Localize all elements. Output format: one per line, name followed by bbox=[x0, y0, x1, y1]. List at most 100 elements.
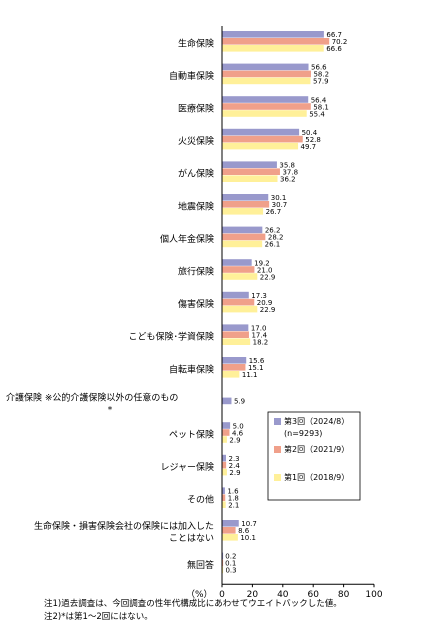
category-label: 無回答 bbox=[187, 559, 214, 571]
x-tick-label: 0 bbox=[219, 590, 225, 600]
category-label: 自転車保険 bbox=[169, 363, 214, 375]
data-label: 36.2 bbox=[280, 176, 296, 184]
bar bbox=[222, 226, 263, 234]
x-tick-label: 20 bbox=[247, 590, 259, 600]
category-labels: 生命保険自動車保険医療保険火災保険がん保険地震保険個人年金保険旅行保険傷害保険こ… bbox=[6, 37, 214, 571]
value-labels: 66.770.266.6 56.658.257.9 56.458.155.4 50.4… bbox=[225, 31, 347, 575]
data-label: 1.6 bbox=[227, 488, 239, 496]
bar bbox=[222, 357, 247, 364]
data-label: 2.1 bbox=[228, 502, 239, 510]
bar bbox=[222, 338, 251, 345]
data-label: 57.9 bbox=[313, 78, 329, 86]
data-label: 22.9 bbox=[260, 273, 276, 281]
bar bbox=[222, 168, 280, 175]
legend-swatch bbox=[274, 418, 281, 425]
category-label: 自動車保険 bbox=[169, 70, 214, 82]
data-label: 19.2 bbox=[254, 259, 270, 267]
x-axis: （%） 0 20 40 60 80 100 bbox=[186, 26, 383, 600]
data-label: 22.9 bbox=[260, 306, 276, 314]
bar bbox=[222, 527, 236, 534]
bar bbox=[222, 135, 303, 143]
bars bbox=[222, 31, 330, 574]
data-label: 17.3 bbox=[251, 292, 267, 300]
data-label: 56.6 bbox=[311, 64, 327, 72]
footnote-1: 注1)過去調査は、今回調査の性年代構成比にあわせてウエイトバックした値。 bbox=[44, 599, 342, 609]
data-label: 30.7 bbox=[272, 201, 288, 209]
category-label: レジャー保険 bbox=[160, 461, 214, 473]
bar bbox=[222, 487, 225, 494]
bar bbox=[222, 45, 324, 52]
x-tick-label: 60 bbox=[307, 590, 319, 600]
data-label: 18.2 bbox=[253, 339, 269, 347]
bar bbox=[222, 501, 226, 508]
bar bbox=[222, 38, 330, 45]
category-label: 地震保険 bbox=[178, 200, 214, 212]
legend: 第3回（2024/8） 第2回（2021/9） 第1回（2018/9） (n=9293… bbox=[267, 411, 361, 501]
bar bbox=[222, 240, 263, 248]
data-label: 26.1 bbox=[265, 241, 281, 249]
bar bbox=[222, 266, 255, 273]
data-label: 55.4 bbox=[309, 110, 325, 118]
legend-box bbox=[267, 411, 361, 501]
category-label: 傷害保険 bbox=[178, 298, 214, 310]
footnote-2: 注2)*は第1～2回にはない。 bbox=[44, 612, 153, 622]
bar bbox=[222, 31, 324, 38]
data-label: 52.8 bbox=[305, 136, 321, 144]
legend-label: 第1回（2018/9） bbox=[284, 472, 349, 482]
bar bbox=[222, 142, 299, 150]
bar bbox=[222, 208, 264, 215]
data-label: 17.0 bbox=[251, 325, 267, 333]
data-label: 58.1 bbox=[313, 103, 329, 111]
data-label: 26.7 bbox=[266, 208, 282, 216]
bar bbox=[222, 534, 238, 541]
bar bbox=[222, 128, 300, 136]
category-label: 旅行保険 bbox=[178, 266, 214, 278]
category-label: こども保険･学資保険 bbox=[128, 331, 214, 343]
category-label: 生命保険・損害保険会社の保険には加入した bbox=[34, 520, 214, 532]
bar bbox=[222, 96, 309, 103]
bar bbox=[222, 331, 249, 338]
bar bbox=[222, 305, 258, 313]
data-label: 35.8 bbox=[279, 162, 295, 170]
category-label: 介護保険 ※公的介護保険以外の任意のもの bbox=[6, 392, 178, 404]
bar bbox=[222, 552, 224, 560]
category-label: ペット保険 bbox=[169, 429, 214, 441]
data-label: 11.1 bbox=[242, 371, 258, 379]
bar bbox=[222, 422, 231, 429]
category-label: 火災保険 bbox=[178, 135, 214, 147]
bar bbox=[222, 397, 232, 405]
category-label: 生命保険 bbox=[178, 37, 214, 49]
data-label: 15.6 bbox=[249, 357, 265, 365]
data-label: 2.4 bbox=[229, 462, 241, 470]
bar bbox=[222, 520, 239, 527]
data-label: 20.9 bbox=[257, 299, 273, 307]
bar bbox=[222, 429, 230, 436]
bar bbox=[222, 559, 224, 567]
bar bbox=[222, 324, 249, 331]
bar bbox=[222, 468, 227, 476]
bar bbox=[222, 298, 255, 306]
bar bbox=[222, 566, 224, 574]
data-label: 8.6 bbox=[238, 527, 250, 535]
category-label-line2: ことはない bbox=[169, 533, 214, 544]
data-label: 2.9 bbox=[229, 469, 240, 477]
bar bbox=[222, 70, 311, 78]
legend-note: (n=9293) bbox=[284, 429, 322, 438]
data-label: 17.4 bbox=[251, 332, 267, 340]
data-label: 0.3 bbox=[225, 567, 236, 575]
data-label: 2.3 bbox=[228, 455, 239, 463]
data-label: 1.8 bbox=[228, 495, 239, 503]
data-label: 28.2 bbox=[268, 234, 284, 242]
data-label: 37.8 bbox=[282, 169, 298, 177]
bar bbox=[222, 233, 266, 241]
data-label: 4.6 bbox=[232, 429, 244, 437]
x-tick-label: 80 bbox=[338, 590, 350, 600]
bar bbox=[222, 201, 270, 208]
bar bbox=[222, 364, 246, 371]
data-label: 5.0 bbox=[233, 422, 244, 430]
data-label: 30.1 bbox=[271, 194, 287, 202]
bar bbox=[222, 259, 252, 266]
category-label-note: * bbox=[108, 406, 113, 416]
data-label: 5.9 bbox=[234, 398, 245, 406]
